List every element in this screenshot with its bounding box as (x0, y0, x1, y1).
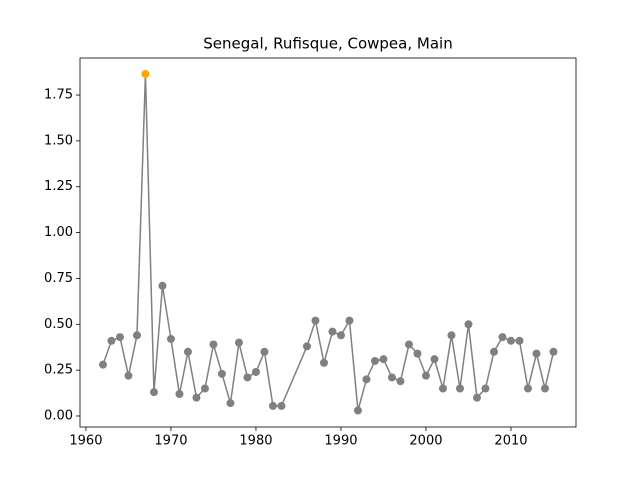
data-point (532, 349, 541, 358)
data-point (166, 334, 175, 343)
data-point (498, 333, 507, 342)
chart-title: Senegal, Rufisque, Cowpea, Main (203, 35, 452, 53)
y-tick-label: 1.25 (44, 179, 73, 194)
y-tick-label: 1.50 (44, 133, 73, 148)
data-point (132, 331, 141, 340)
data-point (472, 393, 481, 402)
data-point (413, 349, 422, 358)
data-point (506, 336, 515, 345)
data-point (447, 331, 456, 340)
x-tick-label: 2010 (494, 434, 527, 449)
data-point (302, 342, 311, 351)
data-point (175, 389, 184, 398)
data-point (328, 327, 337, 336)
data-point (523, 384, 532, 393)
data-point (217, 369, 226, 378)
y-tick-label: 0.25 (44, 363, 73, 378)
x-tick-label: 1990 (324, 434, 357, 449)
data-line (102, 73, 555, 411)
data-point (141, 69, 150, 78)
data-point (404, 340, 413, 349)
data-point (149, 388, 158, 397)
data-point (353, 406, 362, 415)
data-point (268, 401, 277, 410)
x-tick-label: 1970 (154, 434, 187, 449)
data-point (515, 336, 524, 345)
data-point (455, 384, 464, 393)
x-tick-label: 1980 (239, 434, 272, 449)
x-tick-label: 2000 (409, 434, 442, 449)
data-point (387, 373, 396, 382)
y-tick-label: 0.75 (44, 271, 73, 286)
data-point (209, 340, 218, 349)
data-point (200, 384, 209, 393)
data-point (124, 371, 133, 380)
data-point (464, 320, 473, 329)
data-point (430, 355, 439, 364)
data-point (421, 371, 430, 380)
y-tick-label: 0.00 (44, 408, 73, 423)
data-point (243, 373, 252, 382)
data-point (311, 316, 320, 325)
data-point (481, 384, 490, 393)
data-point (489, 347, 498, 356)
data-point (345, 316, 354, 325)
plot-frame (79, 57, 577, 428)
data-point (336, 331, 345, 340)
data-point (226, 399, 235, 408)
data-point (251, 367, 260, 376)
data-point (438, 384, 447, 393)
data-point (192, 393, 201, 402)
data-point (98, 360, 107, 369)
y-tick-label: 1.75 (44, 88, 73, 103)
data-point (260, 347, 269, 356)
data-point (319, 358, 328, 367)
data-point (379, 355, 388, 364)
data-point (115, 333, 124, 342)
y-tick-label: 0.50 (44, 317, 73, 332)
data-point (540, 384, 549, 393)
data-point (370, 356, 379, 365)
x-tick-label: 1960 (69, 434, 102, 449)
data-point (396, 377, 405, 386)
data-point (107, 336, 116, 345)
y-tick-label: 1.00 (44, 225, 73, 240)
data-point (158, 281, 167, 290)
data-point (362, 375, 371, 384)
data-point (277, 401, 286, 410)
data-point (234, 338, 243, 347)
data-point (549, 347, 558, 356)
data-point (183, 347, 192, 356)
